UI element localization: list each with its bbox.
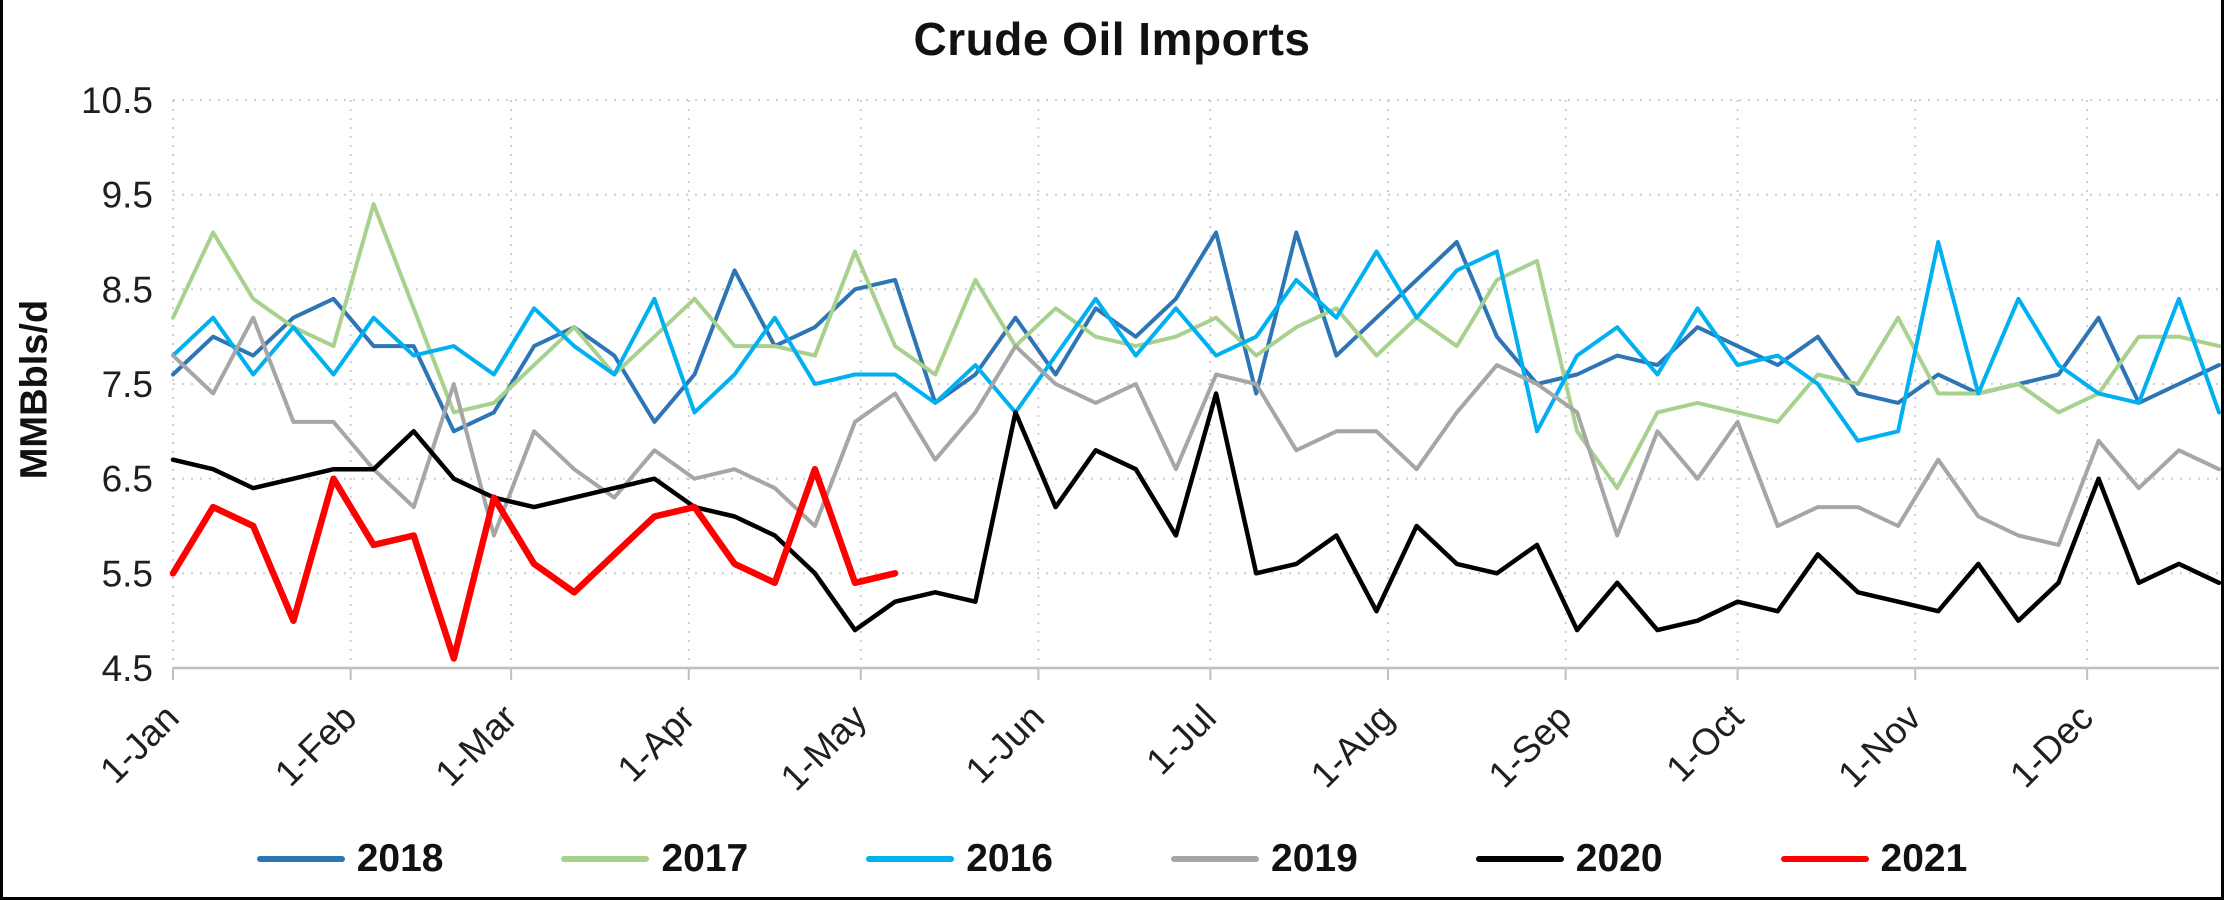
line-chart-plot-area: 4.5 5.5 6.5 7.5 8.5 9.5 10.5 1-Jan 1-Feb 1-Mar 1-A…: [81, 80, 2221, 798]
x-tick-label: 1-Jun: [958, 697, 1052, 791]
series-line-2017: [171, 202, 2221, 491]
x-tick-label: 1-Mar: [427, 697, 524, 794]
y-tick-label: 7.5: [102, 364, 153, 405]
x-tick-label: 1-Nov: [1830, 696, 1929, 795]
legend-swatch-2019: [1171, 856, 1259, 862]
legend-item-2017: 2017: [561, 837, 748, 881]
y-tick-label: 6.5: [102, 459, 153, 500]
legend-item-2021: 2021: [1780, 837, 1968, 881]
chart-title: Crude Oil Imports: [913, 13, 1311, 65]
series-line-2021: [169, 465, 899, 662]
series-line-2018: [171, 230, 2221, 434]
legend-item-2016: 2016: [866, 837, 1053, 881]
legend-label-2021: 2021: [1880, 837, 1968, 880]
x-tick-label: 1-Dec: [2002, 697, 2101, 796]
y-tick-label: 4.5: [102, 648, 153, 689]
series-line-2019: [171, 315, 2221, 547]
x-tick-label: 1-Apr: [609, 697, 702, 790]
y-tick-label: 8.5: [102, 269, 153, 310]
legend-label-2016: 2016: [966, 837, 1053, 880]
x-tick-label: 1-May: [773, 696, 875, 798]
legend-item-2019: 2019: [1171, 837, 1358, 881]
y-tick-label: 5.5: [102, 553, 153, 594]
legend-item-2018: 2018: [256, 837, 444, 881]
series-line-2020: [170, 391, 2221, 633]
legend-swatch-2020: [1475, 856, 1564, 862]
legend-label-2017: 2017: [661, 837, 749, 880]
y-tick-label: 9.5: [102, 175, 153, 216]
x-tick-label: 1-Aug: [1303, 697, 1402, 796]
legend-swatch-2016: [866, 856, 955, 862]
legend-item-2020: 2020: [1475, 837, 1663, 881]
x-tick-label: 1-Oct: [1658, 696, 1751, 789]
gridlines: [172, 99, 2219, 680]
x-tick-label: 1-Jan: [92, 697, 186, 791]
y-tick-label: 10.5: [81, 80, 153, 121]
legend-swatch-2017: [561, 856, 650, 862]
legend-swatch-2021: [1780, 856, 1869, 862]
axis-tick-labels: 4.5 5.5 6.5 7.5 8.5 9.5 10.5 1-Jan 1-Feb 1-Mar 1-A…: [81, 80, 2101, 798]
series-line-2016: [171, 240, 2221, 443]
legend-label-2019: 2019: [1271, 837, 1358, 880]
legend-label-2018: 2018: [356, 837, 444, 880]
chart-legend: 2018 2017 2016 2019 2020 2021: [3, 837, 2221, 881]
x-tick-label: 1-Sep: [1481, 697, 1580, 796]
legend-swatch-2018: [256, 856, 345, 862]
x-tick-label: 1-Feb: [267, 697, 364, 794]
x-tick-label: 1-Jul: [1138, 697, 1224, 783]
legend-label-2020: 2020: [1575, 837, 1663, 880]
